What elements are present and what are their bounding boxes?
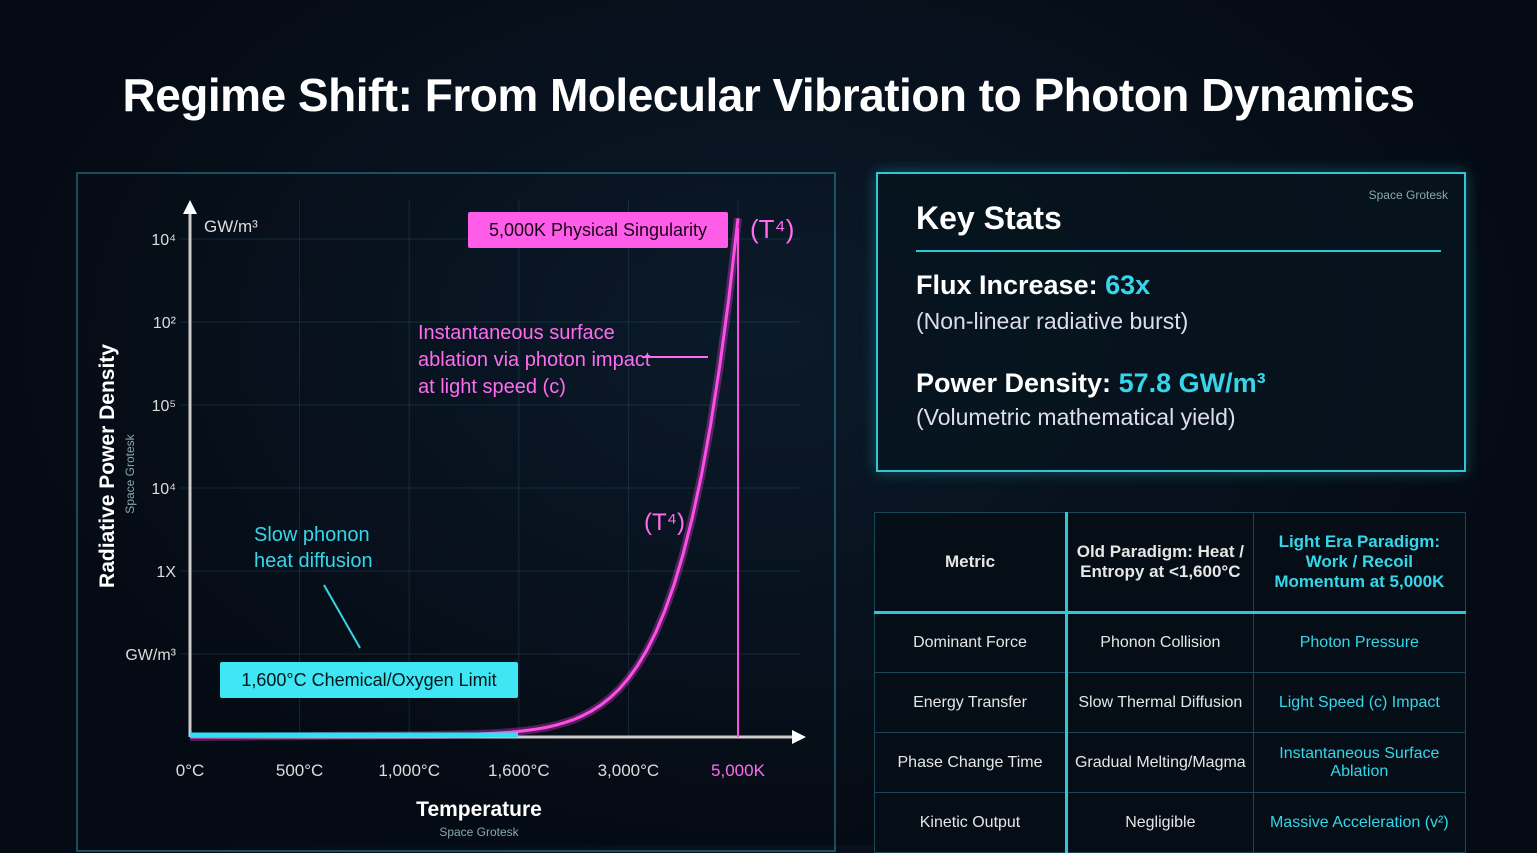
table-cell: Phase Change Time bbox=[874, 732, 1068, 793]
flux-sub: (Non-linear radiative burst) bbox=[916, 308, 1189, 334]
stats-heading: Key Stats bbox=[916, 200, 1062, 236]
comparison-table: Metric Old Paradigm: Heat / Entropy at <… bbox=[874, 512, 1467, 853]
y-unit: GW/m³ bbox=[204, 217, 258, 236]
phonon-annotation: Slow phonon heat diffusion bbox=[254, 524, 373, 572]
top-curve-label: (T⁴) bbox=[750, 214, 794, 244]
table-cell: Instantaneous Surface Ablation bbox=[1252, 732, 1467, 793]
table-cell: Phonon Collision bbox=[1066, 612, 1254, 673]
y-tick-label: 10⁴ bbox=[151, 481, 176, 498]
page-title: Regime Shift: From Molecular Vibration t… bbox=[122, 69, 1415, 121]
flux-value: 63x bbox=[1105, 270, 1151, 300]
x-tick-label: 500°C bbox=[276, 761, 323, 780]
phonon-annotation-box: Slow phonon heat diffusion bbox=[254, 524, 373, 572]
table-cell: Gradual Melting/Magma bbox=[1066, 732, 1254, 793]
table-row: Kinetic Output Negligible Massive Accelera… bbox=[874, 792, 1467, 853]
y-axis-title: Radiative Power Density bbox=[96, 344, 119, 588]
x-tick-label: 3,000°C bbox=[598, 761, 660, 780]
x-tick-label: 1,000°C bbox=[378, 761, 440, 780]
stats-tag: Space Grotesk bbox=[1368, 188, 1448, 202]
y-tick-label: 10⁵ bbox=[152, 398, 176, 415]
header-old: Old Paradigm: Heat / Entropy at <1,600°C bbox=[1066, 512, 1254, 614]
y-tick-label: 10² bbox=[153, 315, 177, 332]
x-axis-title: Temperature bbox=[416, 798, 542, 821]
x-tick-label: 0°C bbox=[176, 761, 205, 780]
series-line bbox=[189, 218, 740, 739]
table-cell: Kinetic Output bbox=[874, 792, 1068, 853]
x-axis-sub: Space Grotesk bbox=[439, 825, 519, 839]
flux-label: Flux Increase: bbox=[916, 270, 1098, 300]
y-axis-sub: Space Grotesk bbox=[123, 433, 137, 513]
curve-glow bbox=[189, 217, 742, 741]
flux-stat: Flux Increase: 63x bbox=[916, 270, 1150, 301]
y-tick-label: 10⁴ bbox=[151, 232, 176, 249]
header-new: Light Era Paradigm: Work / Recoil Moment… bbox=[1252, 512, 1467, 614]
table-row: Phase Change Time Gradual Melting/Magma In… bbox=[874, 732, 1467, 793]
power-value: 57.8 GW/m³ bbox=[1118, 368, 1266, 398]
table-row: Dominant Force Phonon Collision Photon Pre… bbox=[874, 612, 1467, 673]
power-stat: Power Density: 57.8 GW/m³ bbox=[916, 368, 1266, 399]
key-stats-panel: Space Grotesk Key Stats Flux Increase: 6… bbox=[876, 172, 1466, 472]
phonon-arrow bbox=[323, 584, 361, 649]
x-tick-label: 5,000K bbox=[711, 761, 766, 780]
y-tick-label: GW/m³ bbox=[125, 647, 176, 664]
limit-label: 1,600°C Chemical/Oxygen Limit bbox=[241, 670, 496, 690]
table-cell: Dominant Force bbox=[874, 612, 1068, 673]
table-row: Energy Transfer Slow Thermal Diffusion Lig… bbox=[874, 672, 1467, 733]
table-cell: Massive Acceleration (v²) bbox=[1252, 792, 1467, 853]
power-label: Power Density: bbox=[916, 368, 1112, 398]
singularity-label: 5,000K Physical Singularity bbox=[489, 220, 707, 240]
power-sub: (Volumetric mathematical yield) bbox=[916, 404, 1236, 430]
photon-annotation: Instantaneous surface ablation via photo… bbox=[418, 322, 651, 398]
y-tick-label: 1X bbox=[156, 564, 176, 581]
singularity-badge bbox=[468, 212, 728, 248]
x-axis-arrow bbox=[792, 730, 806, 744]
header-metric: Metric bbox=[874, 512, 1068, 614]
table-cell: Slow Thermal Diffusion bbox=[1066, 672, 1254, 733]
curve-label: (T⁴) bbox=[644, 509, 685, 536]
table-cell: Light Speed (c) Impact bbox=[1252, 672, 1467, 733]
y-axis-arrow bbox=[183, 200, 197, 214]
limit-badge bbox=[220, 662, 518, 698]
table-cell: Negligible bbox=[1066, 792, 1254, 853]
photon-annotation-box: Instantaneous surface ablation via photo… bbox=[418, 322, 651, 398]
divider bbox=[916, 250, 1441, 252]
table-cell: Energy Transfer bbox=[874, 672, 1068, 733]
x-tick-label: 1,600°C bbox=[488, 761, 550, 780]
table-cell: Photon Pressure bbox=[1252, 612, 1467, 673]
